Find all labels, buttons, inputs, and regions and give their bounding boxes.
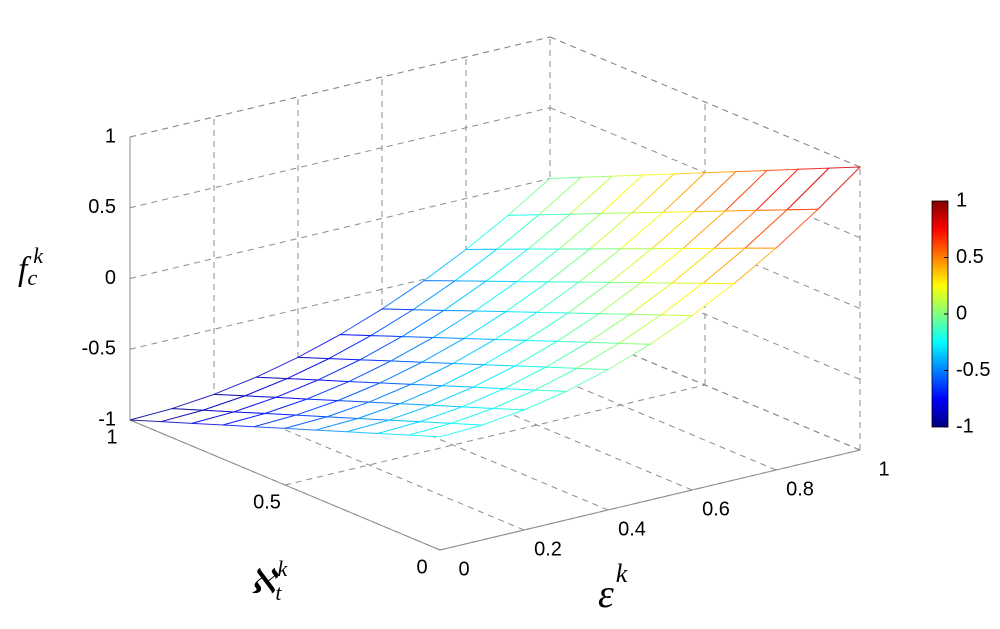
z-tick-label: -0.5: [82, 338, 116, 360]
x-tick-label: 0: [458, 558, 469, 580]
grid-line: [129, 107, 551, 209]
y-axis-label: ℵtk: [250, 556, 288, 605]
x-tick-label: 0.6: [702, 498, 730, 520]
z-tick-label: -1: [98, 408, 116, 430]
x-tick-label: 0.8: [786, 478, 814, 500]
z-axis-label: fck: [18, 243, 44, 290]
colorbar-tick-label: -0.5: [956, 359, 990, 381]
colorbar-tick-label: -1: [956, 415, 974, 437]
x-axis-label: εk: [598, 559, 628, 616]
z-tick-label: 0.5: [88, 196, 116, 218]
y-tick-label: 1: [106, 426, 117, 448]
x-tick-label: 0.2: [534, 538, 562, 560]
colorbar-tick-label: 0.5: [956, 246, 984, 268]
y-tick-label: 0.5: [253, 491, 281, 513]
grid-line: [439, 449, 861, 551]
y-label-sup: k: [277, 556, 288, 581]
colorbar-tick-label: 1: [956, 189, 967, 211]
z-label-sub: c: [27, 265, 37, 290]
x-label-base: ε: [598, 571, 614, 616]
x-label-sup: k: [616, 559, 628, 588]
x-tick-label: 0.4: [618, 518, 646, 540]
y-label-base: ℵ: [250, 564, 279, 601]
grid-line: [129, 248, 551, 350]
y-tick-label: 0: [416, 556, 427, 578]
grid-line: [284, 384, 706, 486]
z-label-sup: k: [33, 243, 44, 268]
grid-line: [129, 36, 551, 138]
grid-line: [549, 36, 861, 168]
z-tick-label: 1: [105, 125, 116, 147]
colorbar-tick-label: 0: [956, 302, 967, 324]
x-tick-label: 1: [878, 458, 889, 480]
mesh-cell: [408, 422, 483, 438]
grid-line: [129, 178, 551, 279]
z-tick-label: 0: [105, 267, 116, 289]
y-label-sub: t: [275, 580, 282, 605]
